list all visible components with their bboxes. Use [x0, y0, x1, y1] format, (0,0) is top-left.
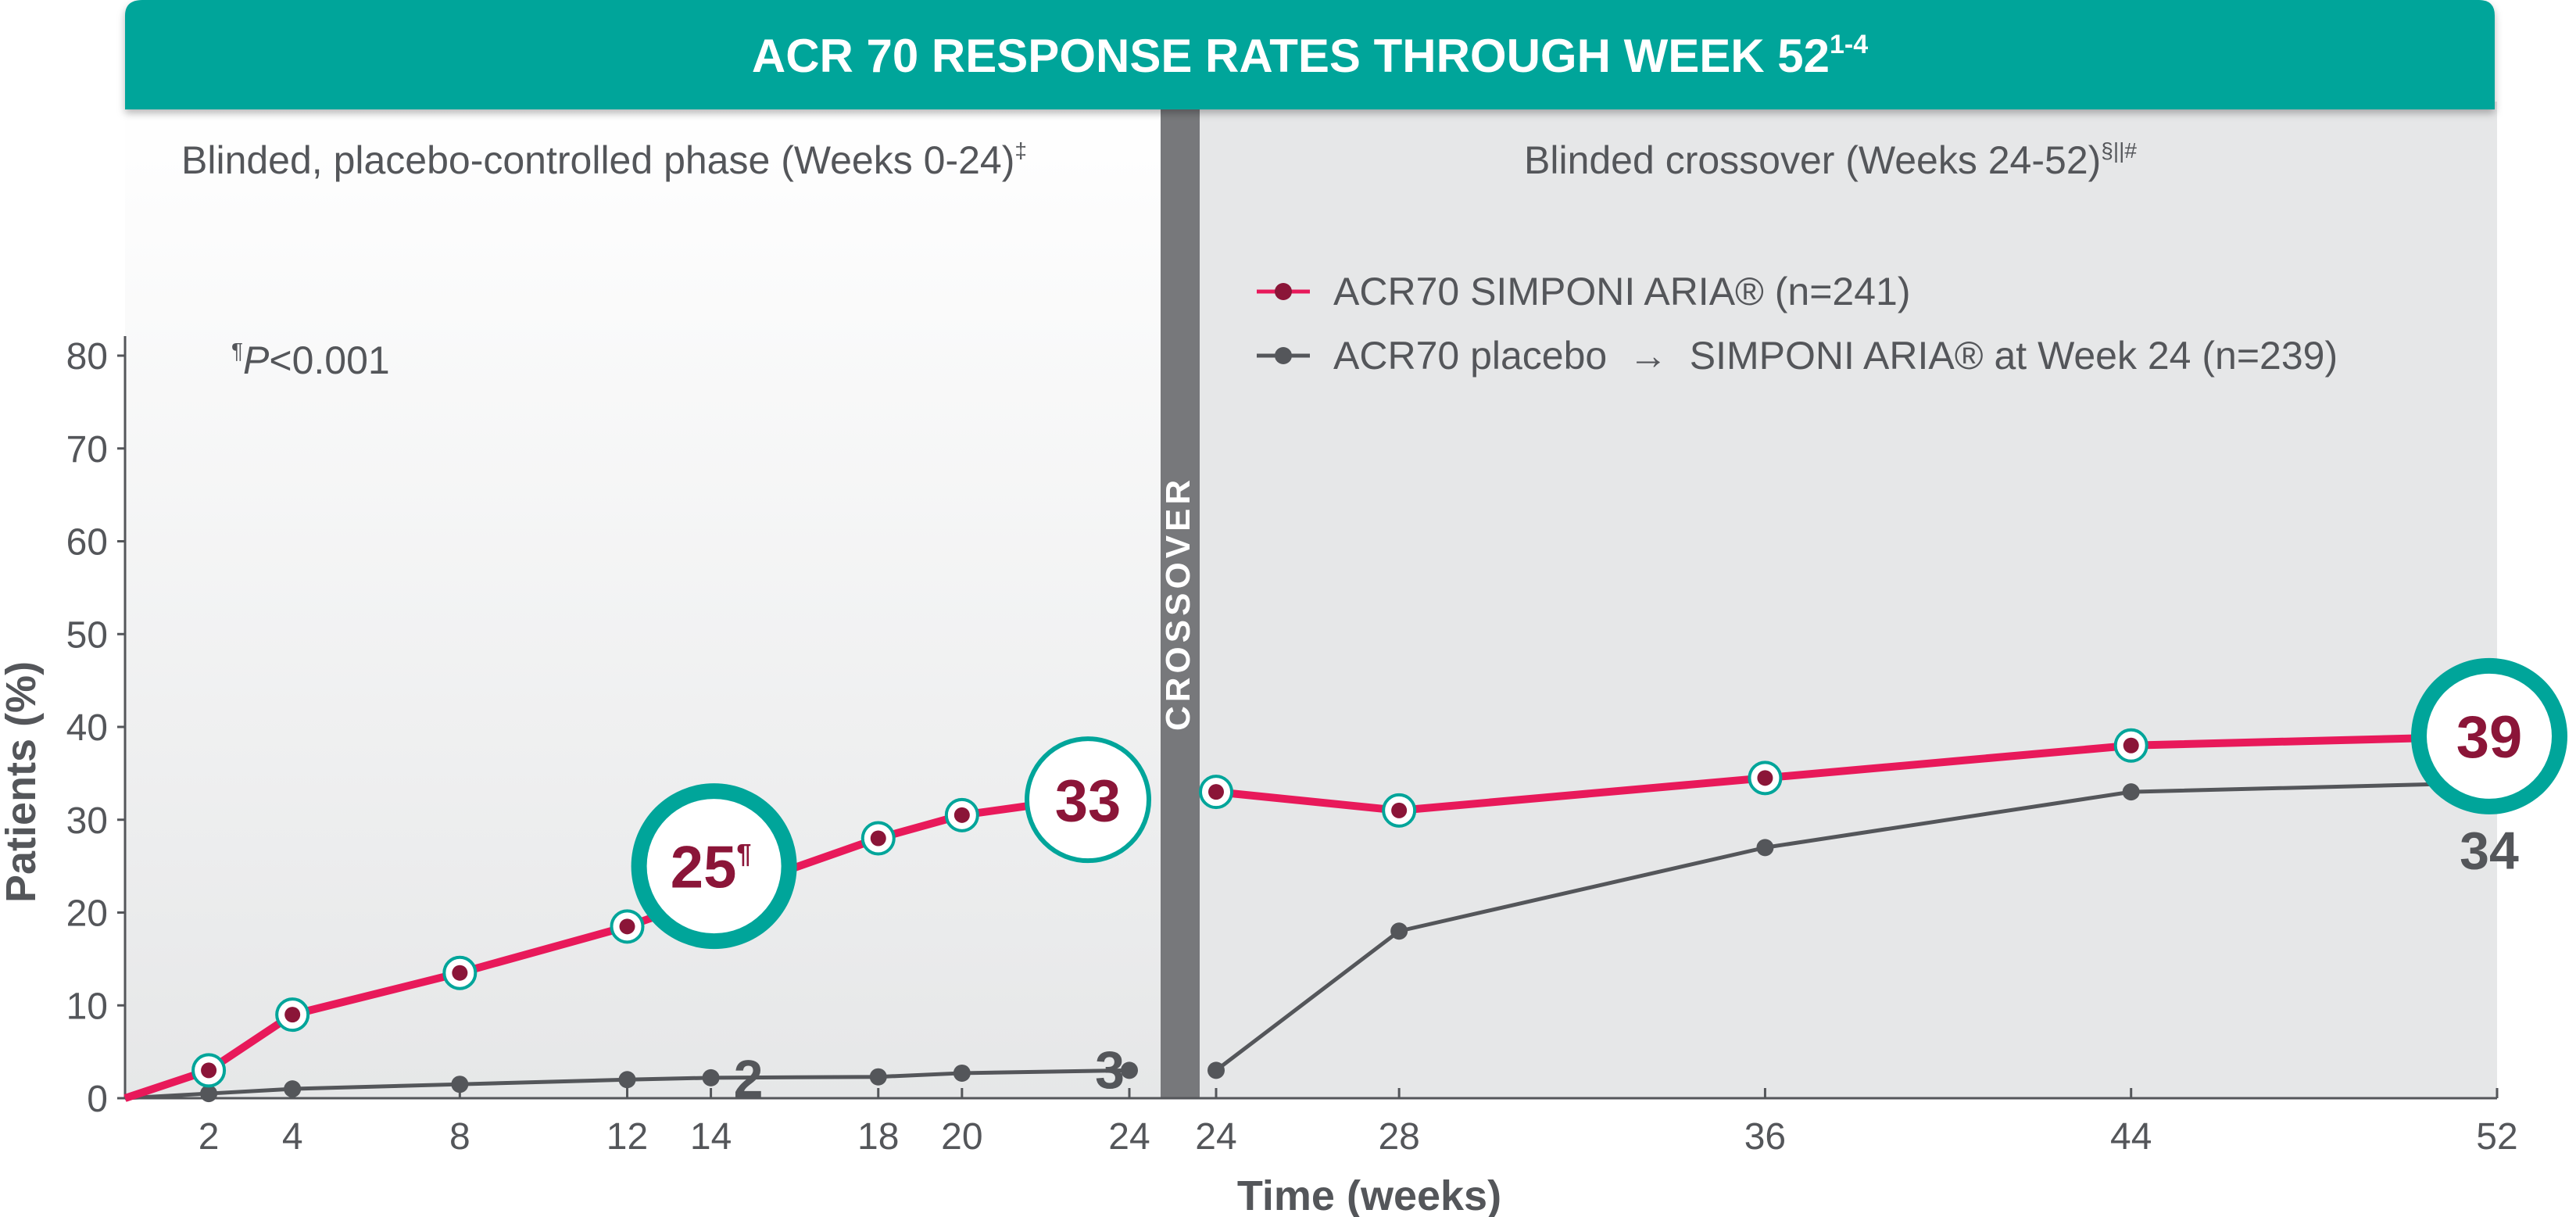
y-axis-label: Patients (%)	[0, 661, 45, 903]
x-tick-label: 12	[606, 1116, 648, 1158]
phase-label-placebo: Blinded, placebo-controlled phase (Weeks…	[181, 138, 1027, 182]
x-tick-label: 28	[1378, 1116, 1419, 1158]
p-value-threshold: <0.001	[269, 338, 389, 382]
y-tick-label: 40	[66, 707, 108, 749]
series-marker-placebo	[1756, 839, 1774, 857]
y-tick-label: 50	[66, 614, 108, 656]
callout-simponi-week14-label-value: 25	[671, 834, 737, 900]
series-marker-placebo	[451, 1076, 469, 1094]
series-marker-simponi	[2123, 737, 2139, 753]
callout-simponi-week52-fill	[2427, 673, 2552, 799]
series-marker-placebo	[1390, 922, 1408, 940]
y-tick-label: 80	[66, 336, 108, 378]
x-tick-label: 14	[690, 1116, 732, 1158]
series-marker-simponi	[1391, 802, 1408, 818]
value-callouts: 25¶ 33 39 2 3 34	[631, 657, 2567, 1109]
series-marker-simponi	[619, 918, 635, 935]
series-marker-simponi	[1757, 770, 1773, 786]
x-tick-label: 24	[1108, 1116, 1150, 1158]
series-marker-simponi	[953, 807, 970, 823]
callout-simponi-week14-fill	[646, 799, 782, 934]
callout-simponi-week14-label-superscript: ¶	[736, 839, 751, 869]
callout-simponi-week24-label: 33	[1055, 768, 1122, 834]
callout-simponi-week24-ring	[1025, 736, 1151, 864]
series-marker-placebo	[618, 1071, 636, 1089]
p-value-note: ¶P<0.001	[231, 338, 390, 382]
legend-marker-placebo	[1275, 347, 1292, 364]
y-tick-label: 0	[87, 1079, 108, 1120]
placebo-phase-panel	[125, 102, 1161, 1098]
x-tick-label: 18	[857, 1116, 899, 1158]
phase-label-crossover: Blinded crossover (Weeks 24-52)§||#	[1524, 138, 2137, 182]
x-tick-label: 36	[1744, 1116, 1786, 1158]
series-marker-simponi	[870, 830, 886, 847]
series-marker-placebo	[2122, 783, 2140, 801]
chart-title-text: ACR 70 RESPONSE RATES THROUGH WEEK 52	[752, 30, 1830, 82]
y-tick-label: 70	[66, 429, 108, 471]
series-marker-placebo	[869, 1068, 887, 1086]
x-tick-label: 8	[449, 1116, 470, 1158]
label-placebo-week24: 3	[1095, 1040, 1125, 1100]
phase-label-crossover-superscript: §||#	[2101, 138, 2137, 163]
chart-title-superscript: 1-4	[1830, 30, 1868, 59]
x-tick-label: 24	[1195, 1116, 1236, 1158]
series-marker-placebo	[200, 1085, 218, 1103]
x-tick-label: 2	[199, 1116, 220, 1158]
p-value-letter: P	[243, 338, 270, 382]
y-tick-label: 20	[66, 893, 108, 935]
series-marker-simponi	[1208, 784, 1224, 800]
series-marker-placebo	[1208, 1061, 1225, 1079]
p-value-mark: ¶	[231, 338, 243, 363]
chart-header	[125, 0, 2495, 109]
legend-label-simponi: ACR70 SIMPONI ARIA® (n=241)	[1333, 270, 1911, 313]
series-marker-placebo	[284, 1080, 302, 1098]
phase-label-crossover-text: Blinded crossover (Weeks 24-52)	[1524, 138, 2101, 182]
y-tick-label: 60	[66, 522, 108, 564]
crossover-phase-panel	[1200, 102, 2497, 1098]
legend: ACR70 SIMPONI ARIA® (n=241) ACR70 placeb…	[1257, 270, 2338, 378]
legend-label-placebo: ACR70 placebo → SIMPONI ARIA® at Week 24…	[1333, 334, 2338, 378]
x-tick-label: 20	[941, 1116, 982, 1158]
y-tick-label: 10	[66, 986, 108, 1027]
callout-simponi-week24-label-value: 33	[1055, 768, 1122, 834]
x-tick-label: 44	[2110, 1116, 2152, 1158]
crossover-label: CROSSOVER	[1159, 476, 1197, 731]
phase-label-placebo-text: Blinded, placebo-controlled phase (Weeks…	[181, 138, 1014, 182]
y-ticks: 0 10 20 30 40 50 60 70 80	[66, 336, 125, 1120]
legend-marker-simponi	[1275, 283, 1292, 300]
label-placebo-week14-value: 2	[734, 1050, 764, 1109]
series-markers	[191, 728, 2148, 1103]
callout-simponi-week52-label-value: 39	[2456, 704, 2523, 771]
y-tick-label: 30	[66, 800, 108, 842]
phase-label-placebo-superscript: ‡	[1014, 138, 1027, 163]
label-placebo-week52-value: 34	[2460, 821, 2519, 881]
series-marker-placebo	[953, 1064, 971, 1082]
x-tick-label: 52	[2476, 1116, 2517, 1158]
label-placebo-week52: 34	[2460, 821, 2519, 881]
x-ticks: 2 4 8 12 14 18 20 24 24 28 36 44 52	[199, 1088, 2518, 1158]
series-marker-placebo	[702, 1068, 720, 1086]
label-placebo-week14: 2	[734, 1050, 764, 1109]
series-marker-simponi	[284, 1007, 301, 1023]
series-marker-simponi	[201, 1062, 217, 1079]
chart-title: ACR 70 RESPONSE RATES THROUGH WEEK 521-4	[752, 30, 1868, 82]
x-tick-label: 4	[282, 1116, 303, 1158]
crossover-band	[1161, 102, 1200, 1098]
x-axis-label: Time (weeks)	[1237, 1172, 1501, 1217]
callout-simponi-week52-label: 39	[2456, 704, 2523, 771]
label-placebo-week24-value: 3	[1095, 1040, 1125, 1100]
series-marker-placebo	[1121, 1061, 1138, 1079]
series-marker-simponi	[452, 965, 468, 981]
callout-simponi-week14-label: 25¶	[671, 834, 752, 900]
